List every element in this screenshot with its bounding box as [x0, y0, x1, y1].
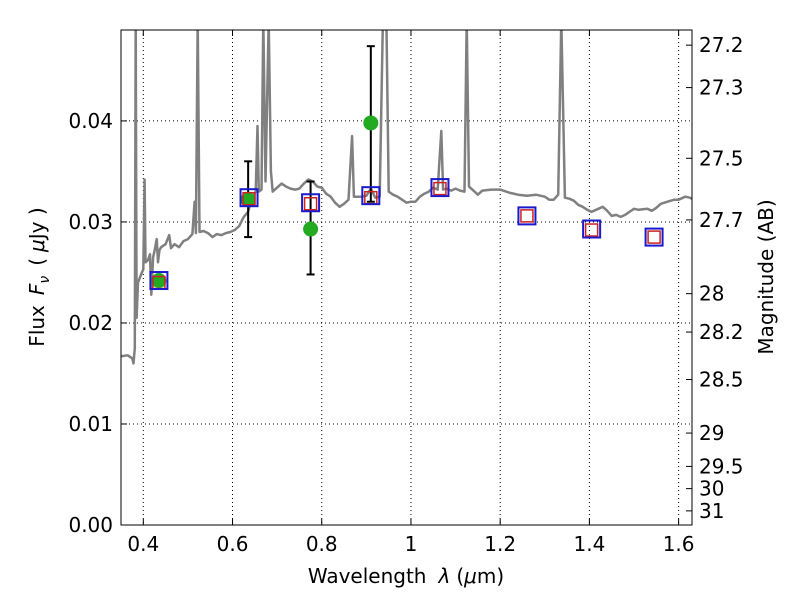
synthetic-flux-square: [149, 271, 169, 291]
y2-tick-label: 30: [699, 477, 724, 501]
synthetic-flux-square: [301, 193, 321, 213]
x-tick-label: 1.6: [663, 532, 695, 556]
observed-flux-point: [240, 192, 256, 208]
y-tick-label: 0.03: [68, 210, 113, 234]
y-tick-label: 0.00: [68, 513, 113, 537]
y2-tick-label: 28.2: [699, 320, 744, 344]
x-tick-label: 0.8: [306, 532, 338, 556]
synthetic-flux-square: [644, 227, 664, 247]
x-tick-label: 0.4: [127, 532, 159, 556]
grid-lines: [121, 30, 692, 526]
y2-axis-label: Magnitude (AB): [754, 199, 778, 354]
plot-area: [121, 30, 692, 365]
plot-frame: [120, 29, 693, 526]
synthetic-flux-square: [361, 186, 381, 206]
x-tick-label: 1.2: [484, 532, 516, 556]
axes: 0.4 0.6 0.8 1 1.2 1.4 1.6 0.00 0.01 0.02 0.03 0.04 2…: [68, 30, 744, 556]
observed-flux-point: [363, 115, 379, 131]
x-tick-label: 1.4: [573, 532, 605, 556]
y2-tick-label: 27.2: [699, 33, 744, 57]
y2-tick-label: 31: [699, 499, 724, 523]
y2-tick-label: 27.3: [699, 76, 744, 100]
y-axis-label: FluxFν(μJy ): [25, 207, 53, 346]
model-flux-square: [242, 191, 256, 206]
y-tick-label: 0.02: [68, 311, 113, 335]
y2-tick-label: 27.7: [699, 208, 744, 232]
model-flux-square: [303, 197, 318, 211]
observed-flux-point: [303, 221, 319, 237]
y-tick-label: 0.01: [68, 412, 113, 436]
x-tick-label: 1: [405, 532, 418, 556]
y2-tick-label: 28: [699, 282, 724, 306]
x-axis-label: Wavelength λ (μm): [308, 564, 504, 588]
model-flux-square: [647, 230, 661, 244]
y2-tick-label: 29: [699, 421, 724, 445]
model-spectrum-line: [121, 30, 692, 365]
y-tick-label: 0.04: [68, 109, 113, 133]
model-flux-square: [584, 223, 599, 237]
synthetic-flux-square: [239, 188, 259, 208]
y2-tick-label: 27.5: [699, 146, 744, 170]
x-tick-label: 0.6: [217, 532, 249, 556]
synthetic-flux-square: [430, 178, 450, 198]
y2-tick-label: 28.5: [699, 368, 744, 392]
model-flux-square: [520, 209, 534, 223]
y2-tick-label: 29.5: [699, 454, 744, 478]
synthetic-flux-square: [517, 206, 537, 226]
synthetic-flux-square: [582, 219, 602, 239]
model-flux-square: [433, 181, 447, 196]
